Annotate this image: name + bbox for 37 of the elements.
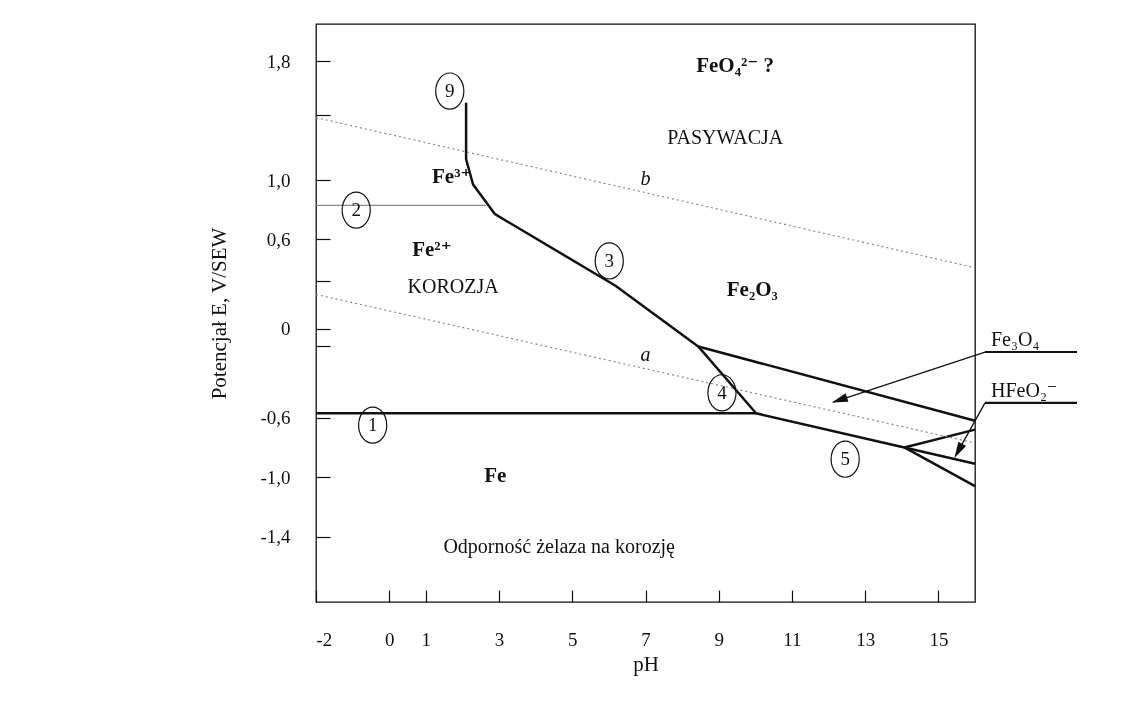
series-label: b — [640, 166, 651, 189]
annotation: PASYWACJA — [667, 125, 784, 148]
text: HFeO₂⁻ — [991, 378, 1058, 401]
y-axis-title: Potencjał E, V/SEW — [207, 227, 232, 400]
annotation: Fe₂O₃ — [726, 276, 778, 301]
x-tick-label: 11 — [783, 628, 802, 650]
x-tick-label: 3 — [494, 628, 505, 650]
x-tick-label: 5 — [568, 628, 578, 650]
x-tick-label: -2 — [316, 628, 333, 650]
annotation: Fe — [484, 463, 507, 487]
annotation: Fe²⁺ — [412, 237, 452, 261]
x-tick-label: 15 — [929, 628, 949, 650]
y-tick-label: 1,8 — [266, 50, 291, 72]
annotation: 3 — [604, 249, 615, 271]
annotation: FeO₄²⁻ ? — [696, 53, 775, 78]
y-tick-label: 1,0 — [266, 169, 291, 191]
y-tick-label: -0,6 — [260, 407, 291, 429]
x-tick-label: 13 — [856, 628, 876, 650]
annotation: 1 — [367, 414, 378, 436]
annotation: 2 — [351, 199, 361, 221]
x-tick-label: 9 — [714, 628, 724, 650]
annotation: KOROZJA — [407, 274, 500, 297]
y-tick-label: 0 — [281, 318, 291, 340]
x-tick-label: 7 — [641, 628, 651, 650]
series-label: a — [640, 342, 651, 365]
x-tick-label: 1 — [421, 628, 432, 650]
text: Fe₃O₄ — [991, 328, 1040, 351]
y-tick-label: -1,0 — [260, 466, 291, 488]
y-tick-label: -1,4 — [260, 526, 291, 548]
x-tick-label: 0 — [384, 628, 395, 650]
annotation: Odporność żelaza na korozję — [443, 535, 676, 559]
x-axis-title: pH — [633, 651, 659, 676]
annotation: 4 — [717, 381, 728, 403]
annotation: 5 — [840, 448, 850, 470]
annotation: Fe³⁺ — [431, 164, 472, 189]
annotation: 9 — [445, 80, 455, 102]
y-tick-label: 0,6 — [266, 228, 291, 250]
